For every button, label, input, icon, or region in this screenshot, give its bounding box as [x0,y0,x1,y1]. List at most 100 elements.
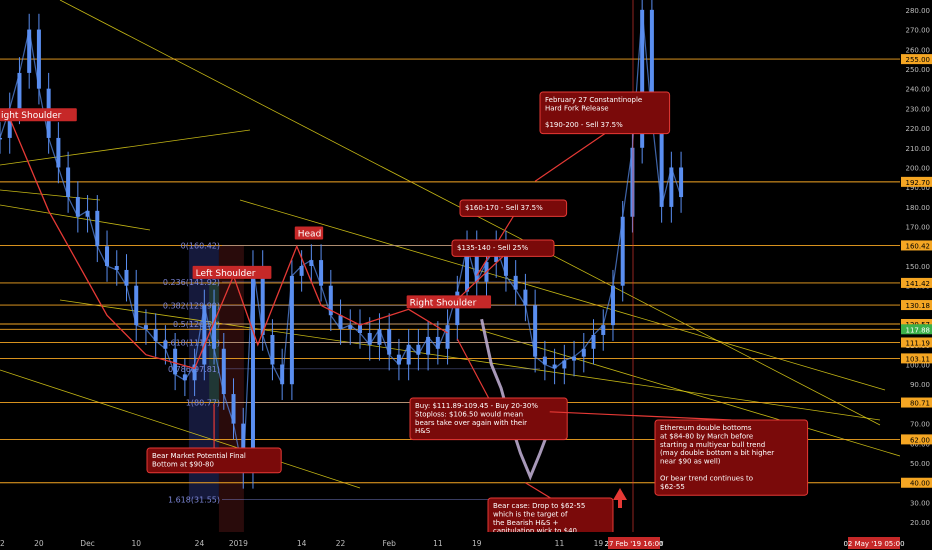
annotation-text: at $84-80 by March before [660,432,753,440]
annotation-box [459,199,568,217]
candle [75,197,80,217]
candle [231,394,236,424]
annotation-text: Bear Market Potential Final [152,452,246,460]
candle [406,344,411,365]
candle [523,289,528,306]
x-tick-label: 20 [34,539,44,548]
annotation-box [539,91,671,135]
annotation-text: $190-200 - Sell 37.5% [545,121,623,129]
candle [299,266,304,276]
level-tag [901,397,932,408]
cursor-date-tag [608,537,660,549]
y-tick-label: 100.00 [906,362,931,370]
annotation-arrow [534,133,606,182]
pattern-label-box [192,265,272,279]
head-shoulders-line [9,117,448,370]
candle [36,29,41,89]
candle [27,29,32,73]
level-tag [901,434,932,445]
x-tick-label: 19 [472,539,482,548]
end-date-tag [848,537,900,549]
trend-line [0,129,251,166]
candle [173,348,178,375]
level-tag [901,477,932,488]
y-tick-label: 240.00 [906,86,931,94]
pattern-label: Head [298,229,322,239]
y-tick-label: 170.00 [906,224,931,232]
candle [0,137,2,140]
candle [143,325,148,330]
candle [202,305,207,365]
level-tag-label: 160.42 [906,242,931,250]
level-tag-label: 80.71 [910,400,930,408]
cursor-date-label: 27 Feb '19 16:00 [605,540,664,548]
annotation-text: Hard Fork Release [545,104,609,112]
x-tick-label: 22 [336,539,346,548]
y-tick-label: 280.00 [906,7,931,15]
candle [105,246,110,266]
candle [66,167,71,198]
y-tick-label: 260.00 [906,46,931,54]
trend-line [0,189,101,201]
candle [552,364,557,369]
x-tick-label: 12 [0,539,5,548]
candle [192,364,197,381]
level-tag [901,54,932,65]
pattern-label-box [0,108,77,122]
level-tag [901,353,932,364]
candle [212,305,217,349]
x-axis-panel [0,532,932,550]
annotation-box [451,239,555,257]
up-arrow-icon [613,488,627,508]
candle [669,167,674,207]
fib-label: 1.618(31.55) [168,495,220,504]
candle [270,334,275,365]
candle [620,216,625,286]
annotation-text: February 27 Constantinople [545,96,642,104]
level-tag [901,300,932,311]
candle [7,108,12,138]
candle [649,9,654,119]
candle [358,325,362,333]
x-tick-label: 19 [594,539,604,548]
fib-label: 0.618(111.19) [163,338,220,347]
y-tick-label: 150.00 [906,263,931,271]
candle [377,329,382,345]
candle [114,266,119,270]
annotation-text: Or bear trend continues to [660,474,753,482]
candle [289,275,294,385]
annotation-arrow [549,411,732,421]
y-tick-label: 50.00 [910,460,930,468]
level-tag [901,176,932,187]
annotation-text: $62-55 [660,483,685,491]
candle [338,315,343,330]
candle [542,356,547,365]
pattern-label: ight Shoulder [1,111,62,121]
candle [85,210,90,217]
y-tick-label: 180.00 [906,204,931,212]
x-tick-label: 10 [131,539,141,548]
candle [601,325,606,335]
candle [280,364,285,385]
annotation-box [409,397,568,441]
candle [95,210,100,247]
annotation-text: $135-140 - Sell 25% [457,244,528,252]
candle [260,266,265,335]
pattern-label-box [294,226,324,240]
candle [513,275,518,290]
annotation-box [146,447,282,474]
candle [416,344,421,355]
candle [572,356,577,361]
annotation-text: capitulation wick to $40 [493,527,577,535]
annotation-text: which is the target of [493,510,568,518]
y-tick-label: 230.00 [906,105,931,113]
candle [17,72,22,109]
candle [435,336,440,349]
trend-line [0,204,151,231]
x-tick-label: Feb [383,539,397,548]
fib-label: 1(80.77) [186,398,220,407]
fib-zone-right [218,245,244,546]
candle [396,354,401,365]
candle [503,246,508,276]
